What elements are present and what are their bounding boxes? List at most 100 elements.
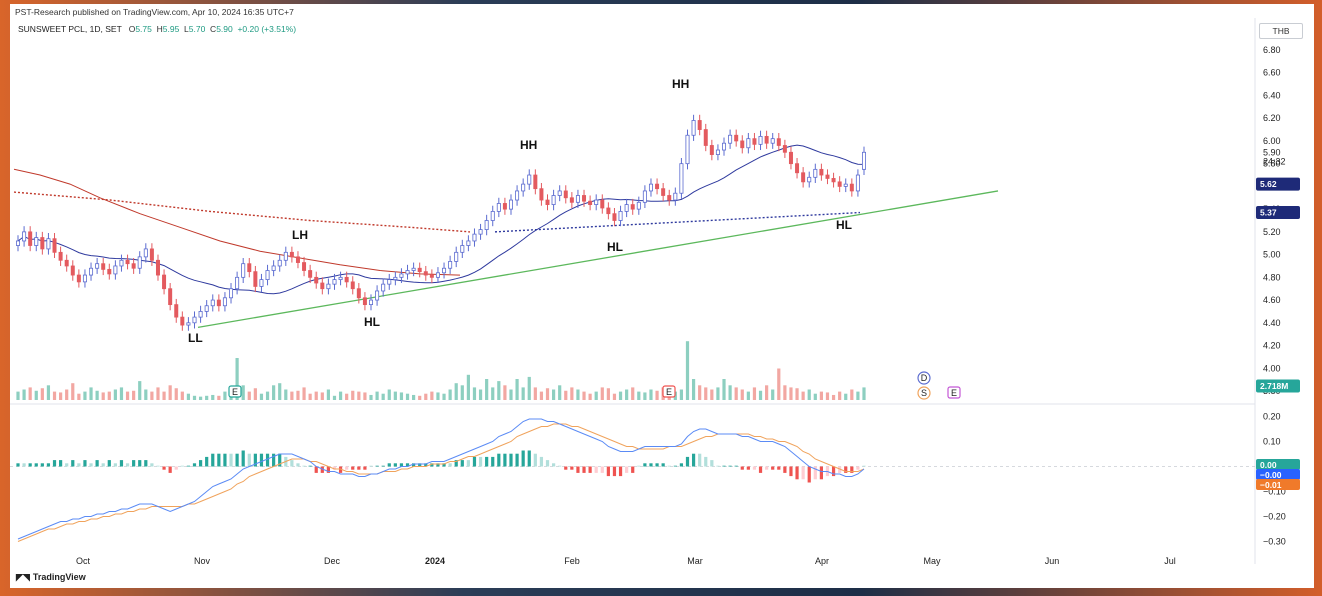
- event-marker[interactable]: [662, 385, 676, 398]
- candle-body[interactable]: [46, 238, 51, 250]
- candle-body[interactable]: [673, 192, 678, 201]
- candle-body[interactable]: [472, 233, 477, 242]
- candle-body[interactable]: [314, 276, 319, 284]
- candle-body[interactable]: [186, 322, 191, 326]
- candle-body[interactable]: [222, 297, 227, 307]
- candle-body[interactable]: [302, 262, 307, 271]
- candle-body[interactable]: [375, 290, 380, 301]
- candle-body[interactable]: [454, 251, 459, 262]
- candle-body[interactable]: [387, 279, 392, 285]
- candlesticks[interactable]: [16, 114, 867, 331]
- candle-body[interactable]: [423, 271, 428, 276]
- candle-body[interactable]: [685, 134, 690, 165]
- candle-body[interactable]: [125, 259, 130, 265]
- candle-body[interactable]: [782, 145, 787, 153]
- candle-body[interactable]: [356, 288, 361, 299]
- candle-body[interactable]: [52, 238, 57, 253]
- candle-body[interactable]: [703, 129, 708, 146]
- candle-body[interactable]: [40, 237, 45, 250]
- candle-body[interactable]: [819, 168, 824, 176]
- candle-body[interactable]: [594, 199, 599, 205]
- candle-body[interactable]: [691, 120, 696, 136]
- candle-body[interactable]: [143, 248, 148, 258]
- candle-body[interactable]: [174, 304, 179, 318]
- candle-body[interactable]: [241, 263, 246, 278]
- candle-body[interactable]: [563, 190, 568, 199]
- candle-body[interactable]: [722, 142, 727, 151]
- candle-body[interactable]: [636, 201, 641, 210]
- candle-body[interactable]: [527, 174, 532, 185]
- candle-body[interactable]: [843, 183, 848, 187]
- event-marker[interactable]: [947, 386, 961, 399]
- candle-body[interactable]: [82, 274, 87, 283]
- candle-body[interactable]: [265, 270, 270, 281]
- candle-body[interactable]: [770, 138, 775, 144]
- candle-body[interactable]: [64, 259, 69, 267]
- candle-body[interactable]: [508, 199, 513, 210]
- candle-body[interactable]: [557, 190, 562, 196]
- candle-body[interactable]: [429, 274, 434, 278]
- candle-body[interactable]: [162, 274, 167, 290]
- candle-body[interactable]: [95, 263, 100, 269]
- candle-body[interactable]: [198, 311, 203, 318]
- candle-body[interactable]: [235, 276, 240, 290]
- candle-body[interactable]: [764, 135, 769, 144]
- candle-body[interactable]: [405, 270, 410, 275]
- candle-body[interactable]: [539, 188, 544, 201]
- candle-body[interactable]: [89, 267, 94, 276]
- candle-body[interactable]: [740, 140, 745, 149]
- candle-body[interactable]: [801, 172, 806, 183]
- candle-body[interactable]: [180, 316, 185, 326]
- event-marker[interactable]: [917, 386, 931, 400]
- candle-body[interactable]: [326, 283, 331, 290]
- candle-body[interactable]: [28, 231, 33, 246]
- candle-body[interactable]: [728, 134, 733, 144]
- candle-body[interactable]: [545, 199, 550, 205]
- candle-body[interactable]: [16, 240, 21, 246]
- candle-body[interactable]: [575, 195, 580, 203]
- candle-body[interactable]: [642, 190, 647, 203]
- candle-body[interactable]: [795, 163, 800, 174]
- candle-body[interactable]: [247, 263, 252, 273]
- candle-body[interactable]: [149, 248, 154, 261]
- candle-body[interactable]: [369, 299, 374, 306]
- candle-body[interactable]: [417, 267, 422, 273]
- candle-body[interactable]: [588, 200, 593, 205]
- candle-body[interactable]: [813, 168, 818, 178]
- candle-body[interactable]: [697, 120, 702, 130]
- candle-body[interactable]: [131, 263, 136, 269]
- candle-body[interactable]: [253, 271, 258, 287]
- candle-body[interactable]: [58, 251, 63, 261]
- support-trendline[interactable]: [197, 190, 999, 328]
- candle-body[interactable]: [758, 135, 763, 145]
- candle-body[interactable]: [849, 183, 854, 192]
- event-markers[interactable]: E E DS E: [228, 371, 961, 400]
- candle-body[interactable]: [210, 299, 215, 307]
- candle-body[interactable]: [600, 199, 605, 209]
- candle-body[interactable]: [113, 265, 118, 275]
- candle-body[interactable]: [776, 138, 781, 146]
- candle-body[interactable]: [350, 281, 355, 290]
- candle-body[interactable]: [752, 138, 757, 145]
- candle-body[interactable]: [216, 299, 221, 307]
- candle-body[interactable]: [289, 251, 294, 258]
- candle-body[interactable]: [119, 259, 124, 267]
- candle-body[interactable]: [271, 265, 276, 271]
- candle-body[interactable]: [618, 211, 623, 221]
- candle-body[interactable]: [448, 261, 453, 269]
- candle-body[interactable]: [630, 204, 635, 210]
- event-marker[interactable]: [228, 385, 242, 398]
- candle-body[interactable]: [393, 276, 398, 281]
- candle-body[interactable]: [667, 195, 672, 201]
- candle-body[interactable]: [496, 203, 501, 212]
- candle-body[interactable]: [192, 316, 197, 324]
- candle-body[interactable]: [484, 220, 489, 230]
- candle-body[interactable]: [831, 178, 836, 183]
- candle-body[interactable]: [862, 151, 867, 170]
- candle-body[interactable]: [551, 195, 556, 205]
- candle-body[interactable]: [107, 268, 112, 275]
- candle-body[interactable]: [569, 197, 574, 203]
- candle-body[interactable]: [837, 181, 842, 187]
- tradingview-logo[interactable]: ◤◥ TradingView: [16, 572, 86, 583]
